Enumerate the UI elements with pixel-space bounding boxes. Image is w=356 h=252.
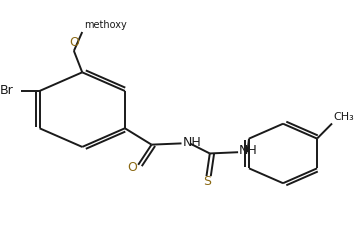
Text: O: O <box>69 36 79 49</box>
Text: NH: NH <box>183 136 201 149</box>
Text: NH: NH <box>239 144 258 158</box>
Text: CH₃: CH₃ <box>333 112 354 122</box>
Text: methoxy: methoxy <box>84 20 127 30</box>
Text: O: O <box>127 161 137 174</box>
Text: Br: Br <box>0 84 14 98</box>
Text: S: S <box>204 175 211 188</box>
